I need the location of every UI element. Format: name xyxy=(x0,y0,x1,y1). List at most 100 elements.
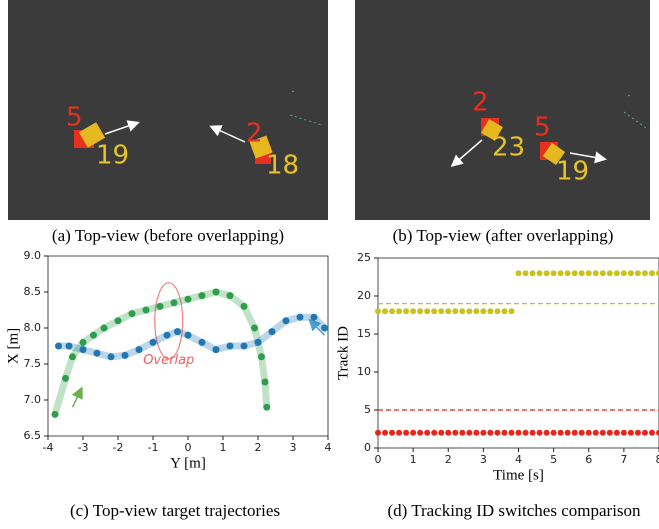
point xyxy=(424,430,430,436)
point xyxy=(558,270,564,276)
y-tick-label: 20 xyxy=(357,289,371,302)
point xyxy=(143,307,150,314)
point xyxy=(417,430,423,436)
image-label: 2 xyxy=(472,88,489,118)
point xyxy=(262,379,269,386)
point xyxy=(227,343,234,350)
point xyxy=(628,270,634,276)
point xyxy=(136,346,143,353)
point xyxy=(523,430,529,436)
arrow xyxy=(73,389,82,407)
point xyxy=(544,270,550,276)
x-axis-label: Y [m] xyxy=(170,455,206,471)
point xyxy=(263,404,270,411)
point xyxy=(389,430,395,436)
point xyxy=(565,430,571,436)
point xyxy=(537,430,543,436)
x-tick-label: 8 xyxy=(656,453,659,466)
y-tick-label: 6.5 xyxy=(24,429,42,442)
point xyxy=(90,332,97,339)
y-tick-label: 25 xyxy=(357,251,371,264)
point xyxy=(396,430,402,436)
point xyxy=(551,430,557,436)
y-tick-label: 8.5 xyxy=(24,285,42,298)
point xyxy=(269,328,276,335)
point xyxy=(185,332,192,339)
point xyxy=(593,270,599,276)
point xyxy=(241,343,248,350)
x-tick-label: 6 xyxy=(585,453,592,466)
point xyxy=(66,343,73,350)
point xyxy=(593,430,599,436)
point xyxy=(586,430,592,436)
point xyxy=(445,308,451,314)
point xyxy=(579,270,585,276)
point xyxy=(466,308,472,314)
x-axis-label: Time [s] xyxy=(493,467,544,483)
point xyxy=(565,270,571,276)
image-label: 19 xyxy=(556,157,589,187)
point xyxy=(516,270,522,276)
point xyxy=(213,289,220,296)
point xyxy=(80,346,87,353)
point xyxy=(487,430,493,436)
point xyxy=(621,430,627,436)
image-label: 19 xyxy=(96,141,129,171)
point xyxy=(494,430,500,436)
point xyxy=(101,325,108,332)
point xyxy=(508,308,514,314)
point xyxy=(621,270,627,276)
point xyxy=(452,430,458,436)
caption: (c) Top-view target trajectories xyxy=(70,501,280,520)
point xyxy=(473,308,479,314)
point xyxy=(410,308,416,314)
point xyxy=(649,430,655,436)
y-axis-label: X [m] xyxy=(5,328,21,364)
point xyxy=(258,353,265,360)
y-tick-label: 7.5 xyxy=(24,357,42,370)
point xyxy=(375,430,381,436)
point xyxy=(431,430,437,436)
point xyxy=(614,430,620,436)
point xyxy=(94,350,101,357)
point xyxy=(544,430,550,436)
point xyxy=(375,308,381,314)
caption: (d) Tracking ID switches comparison xyxy=(387,501,641,520)
point xyxy=(530,430,536,436)
image-label: 2 xyxy=(246,119,263,149)
point xyxy=(600,270,606,276)
point xyxy=(251,325,258,332)
x-tick-label: 3 xyxy=(480,453,487,466)
x-tick-label: 4 xyxy=(515,453,522,466)
point xyxy=(438,430,444,436)
point xyxy=(52,411,59,418)
point xyxy=(129,310,136,317)
point xyxy=(396,308,402,314)
point xyxy=(516,430,522,436)
point xyxy=(466,430,472,436)
overlap-ellipse xyxy=(155,283,183,359)
y-tick-label: 8.0 xyxy=(24,321,42,334)
point xyxy=(150,339,157,346)
point xyxy=(199,292,206,299)
x-tick-label: 0 xyxy=(185,441,192,454)
point xyxy=(523,270,529,276)
point xyxy=(473,430,479,436)
point xyxy=(171,299,178,306)
image-label: 23 xyxy=(492,133,525,163)
point xyxy=(122,352,129,359)
y-tick-label: 15 xyxy=(357,327,371,340)
point xyxy=(558,430,564,436)
point xyxy=(452,308,458,314)
x-tick-label: 0 xyxy=(375,453,382,466)
point xyxy=(572,270,578,276)
point xyxy=(403,430,409,436)
point xyxy=(62,375,69,382)
point xyxy=(445,430,451,436)
image-label: 18 xyxy=(266,151,299,181)
y-axis-label: Track ID xyxy=(335,326,351,380)
point xyxy=(69,353,76,360)
point xyxy=(579,430,585,436)
x-tick-label: 2 xyxy=(255,441,262,454)
